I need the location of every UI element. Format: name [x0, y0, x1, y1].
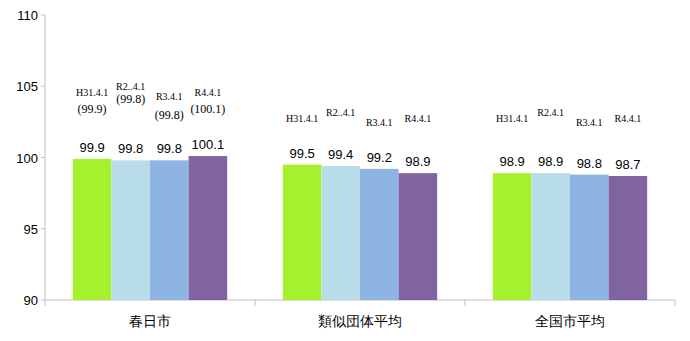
bar — [73, 159, 112, 300]
y-tick — [41, 15, 45, 16]
labels: 春日市 99.9 99.8 99.8 100.1 H31.4.1 R2..4.1 R3.4.1… — [76, 81, 641, 329]
data-label: 99.4 — [328, 147, 353, 162]
bar — [609, 176, 648, 300]
bar — [570, 175, 609, 300]
annotation: R2..4.1 — [116, 81, 145, 92]
x-tick — [465, 300, 466, 306]
annotation: R4.4.1 — [615, 113, 642, 124]
bar — [189, 156, 228, 300]
data-label: 98.9 — [538, 154, 563, 169]
data-label: 98.9 — [405, 154, 430, 169]
annotation: R3.4.1 — [366, 117, 393, 128]
category-label: 春日市 — [129, 313, 171, 329]
x-tick — [45, 300, 46, 306]
bar — [283, 165, 322, 300]
bars — [73, 156, 647, 300]
chart-svg: 90 95 100 105 110 春日市 99.9 99.8 99.8 100.1 H31.4.1… — [0, 0, 690, 341]
data-label: 99.8 — [118, 141, 143, 156]
data-label: 98.9 — [499, 154, 524, 169]
bar — [321, 166, 360, 300]
bar — [360, 169, 399, 300]
y-tick-label: 105 — [16, 79, 38, 94]
annotation: (99.8) — [116, 92, 145, 106]
bar — [111, 160, 150, 300]
bar — [531, 173, 570, 300]
y-axis — [45, 15, 46, 300]
data-label: 98.8 — [577, 156, 602, 171]
annotation: (99.9) — [78, 102, 107, 116]
annotation: R4.4.1 — [405, 113, 432, 124]
y-tick-label: 110 — [17, 8, 38, 23]
y-tick-label: 95 — [24, 222, 38, 237]
y-tick — [41, 228, 45, 229]
data-label: 99.5 — [289, 146, 314, 161]
y-tick-label: 90 — [24, 293, 38, 308]
annotation: R3.4.1 — [576, 117, 603, 128]
category-label: 類似団体平均 — [318, 313, 402, 329]
x-tick — [675, 300, 676, 306]
annotation: R2.4.1 — [537, 107, 564, 118]
data-label: 99.9 — [79, 140, 104, 155]
annotation: (99.8) — [155, 108, 184, 122]
y-tick-label: 100 — [16, 151, 38, 166]
y-tick — [41, 86, 45, 87]
bar — [399, 173, 438, 300]
data-label: 99.8 — [157, 141, 182, 156]
bar — [493, 173, 532, 300]
annotation: (100.1) — [190, 102, 225, 116]
annotation: H31.4.1 — [76, 87, 108, 98]
data-label: 98.7 — [615, 157, 640, 172]
bar — [150, 160, 189, 300]
category-label: 全国市平均 — [535, 313, 605, 329]
annotation: R4.4.1 — [195, 87, 222, 98]
annotation: H31.4.1 — [496, 113, 528, 124]
chart-container: 90 95 100 105 110 春日市 99.9 99.8 99.8 100.1 H31.4.1… — [0, 0, 690, 341]
data-label: 99.2 — [367, 150, 392, 165]
y-tick — [41, 300, 45, 301]
x-tick — [255, 300, 256, 306]
annotation: H31.4.1 — [286, 113, 318, 124]
annotation: R2..4.1 — [326, 107, 355, 118]
data-label: 100.1 — [192, 137, 225, 152]
annotation: R3.4.1 — [156, 91, 183, 102]
y-tick — [41, 157, 45, 158]
